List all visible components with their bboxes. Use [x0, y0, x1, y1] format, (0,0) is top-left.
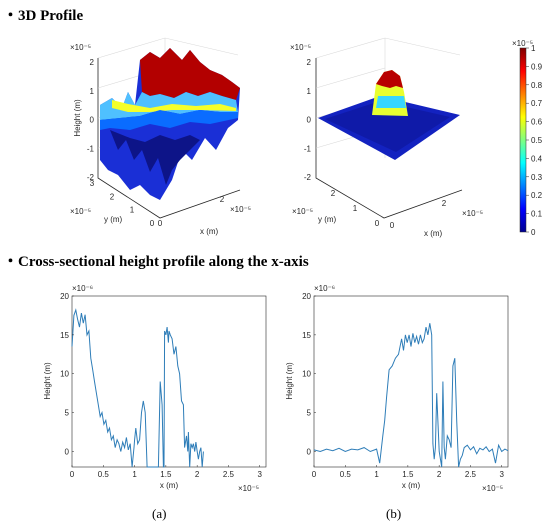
x-tick-label: 0 — [312, 470, 317, 479]
colorbar-tick-label: 0.6 — [531, 118, 543, 127]
surface-z-tick-label: -1 — [87, 144, 95, 153]
surface-b-ylabel: y (m) — [318, 215, 337, 224]
x-tick-label: 2.5 — [223, 470, 235, 479]
surface-z-tick-label: 0 — [307, 116, 312, 125]
colorbar-ticks: 1 0.9 0.8 0.7 0.6 0.5 0.4 0.3 0.2 0.1 0 — [526, 44, 543, 237]
colorbar-tick-label: 1 — [531, 44, 536, 53]
colorbar-tick-label: 0.4 — [531, 154, 543, 163]
surface-b-x-exponent: ×10⁻⁵ — [462, 209, 483, 218]
x-tick-label: 2 — [437, 470, 442, 479]
surface-z-tick-label: 2 — [90, 58, 95, 67]
colorbar-exponent: ×10⁻⁵ — [512, 39, 533, 48]
surface-z-tick-label: -1 — [304, 144, 312, 153]
chart-b-frame — [313, 295, 509, 468]
surface-z-tick-label: 1 — [307, 87, 312, 96]
surface-b-xlabel: x (m) — [424, 229, 443, 238]
colorbar-tick-label: 0 — [531, 228, 536, 237]
chart-b-series-line — [313, 323, 509, 468]
chart-a-y-exponent: ×10⁻⁶ — [72, 284, 93, 293]
y-tick-label: 10 — [302, 370, 311, 379]
surface-a-zlabel: Height (m) — [73, 99, 82, 137]
x-tick-label: 1 — [132, 470, 137, 479]
surface-a-ylabel: y (m) — [104, 215, 123, 224]
x-tick-label: 2.5 — [465, 470, 477, 479]
y-tick-label: 5 — [307, 409, 312, 418]
surface-plot-b: ×10⁻⁵ ×10⁻⁵ ×10⁻⁵ y (m) x (m) 2 1 0 -1 -2 2 1 0… — [290, 37, 483, 238]
surface-z-tick-label: 1 — [90, 87, 95, 96]
line-chart-b: 0 0.5 1 1.5 2 2.5 3 0 5 10 15 20 Height (m) x (m) ×… — [285, 284, 509, 493]
chart-b-ylabel: Height (m) — [285, 362, 294, 400]
surface-y-tick-label: 2 — [331, 189, 336, 198]
x-tick-label: 2 — [195, 470, 200, 479]
surface-y-tick-label: 1 — [130, 206, 135, 215]
colorbar-tick-label: 0.3 — [531, 173, 543, 182]
y-tick-label: 15 — [60, 331, 69, 340]
surface-y-tick-label: 2 — [110, 192, 115, 201]
chart-b-ticks: 0 0.5 1 1.5 2 2.5 3 0 5 10 15 20 — [302, 292, 504, 479]
surface-x-tick-label: 0 — [158, 219, 163, 228]
colorbar-tick-label: 0.8 — [531, 81, 543, 90]
surface-z-tick-label: -2 — [304, 173, 312, 182]
x-tick-label: 0 — [70, 470, 75, 479]
surface-b-ticks: 2 1 0 -1 -2 2 1 0 0 2 — [304, 58, 447, 230]
colorbar-tick-label: 0.2 — [531, 191, 543, 200]
colorbar-tick-label: 0.7 — [531, 99, 543, 108]
surface-a-mesh — [100, 48, 240, 200]
chart-a-x-exponent: ×10⁻⁵ — [238, 484, 259, 493]
y-tick-label: 0 — [307, 447, 312, 456]
surface-x-tick-label: 2 — [220, 195, 225, 204]
surface-z-tick-label: -2 — [87, 173, 95, 182]
y-tick-label: 5 — [65, 409, 70, 418]
chart-b-xlabel: x (m) — [402, 481, 421, 490]
surface-y-tick-label: 1 — [353, 204, 358, 213]
chart-a-frame — [71, 295, 267, 468]
x-tick-label: 0.5 — [98, 470, 110, 479]
surface-b-z-exponent: ×10⁻⁵ — [290, 43, 311, 52]
chart-a-series-line — [71, 308, 204, 468]
chart-b-y-exponent: ×10⁻⁶ — [314, 284, 335, 293]
chart-a-xlabel: x (m) — [160, 481, 179, 490]
x-tick-label: 3 — [500, 470, 505, 479]
colorbar-tick-label: 0.1 — [531, 210, 543, 219]
section-heading-cross-section: ・Cross-sectional height profile along th… — [3, 254, 309, 270]
chart-a-ylabel: Height (m) — [43, 362, 52, 400]
surface-plot-a: Height (m) y (m) x (m) ×10⁻⁵ ×10⁻⁵ ×10⁻⁵… — [70, 37, 251, 236]
chart-a-ticks: 0 0.5 1 1.5 2 2.5 3 0 5 10 15 20 — [60, 292, 262, 479]
surface-a-x-exponent: ×10⁻⁵ — [230, 205, 251, 214]
surface-x-tick-label: 0 — [390, 221, 395, 230]
chart-b-x-exponent: ×10⁻⁵ — [482, 484, 503, 493]
y-tick-label: 10 — [60, 370, 69, 379]
colorbar-tick-label: 0.9 — [531, 62, 543, 71]
surface-a-z-exponent: ×10⁻⁵ — [70, 43, 91, 52]
surface-z-tick-label: 0 — [90, 116, 95, 125]
caption-a: (a) — [152, 506, 167, 521]
colorbar-tick-label: 0.5 — [531, 136, 543, 145]
x-tick-label: 1.5 — [402, 470, 414, 479]
surface-a-y-exponent: ×10⁻⁵ — [70, 207, 91, 216]
surface-y-tick-label: 0 — [150, 219, 155, 228]
x-tick-label: 1.5 — [160, 470, 172, 479]
surface-x-tick-label: 2 — [442, 199, 447, 208]
colorbar: ×10⁻⁵ 1 0.9 0.8 0.7 0.6 0.5 0.4 0.3 0.2 0.1 0 — [512, 39, 543, 237]
x-tick-label: 0.5 — [340, 470, 352, 479]
surface-y-tick-label: 3 — [90, 179, 95, 188]
y-tick-label: 20 — [302, 292, 311, 301]
x-tick-label: 1 — [374, 470, 379, 479]
y-tick-label: 0 — [65, 447, 70, 456]
surface-z-tick-label: 2 — [307, 58, 312, 67]
x-tick-label: 3 — [258, 470, 263, 479]
surface-b-y-exponent: ×10⁻⁵ — [292, 207, 313, 216]
line-chart-a: 0 0.5 1 1.5 2 2.5 3 0 5 10 15 20 Height (m) x (m) ×… — [43, 284, 267, 493]
surface-b-mesh — [318, 70, 460, 160]
y-tick-label: 15 — [302, 331, 311, 340]
colorbar-gradient — [519, 47, 527, 233]
caption-b: (b) — [386, 506, 402, 521]
surface-a-xlabel: x (m) — [200, 227, 219, 236]
section-heading-3d-profile: ・3D Profile — [3, 8, 84, 24]
surface-y-tick-label: 0 — [375, 219, 380, 228]
y-tick-label: 20 — [60, 292, 69, 301]
